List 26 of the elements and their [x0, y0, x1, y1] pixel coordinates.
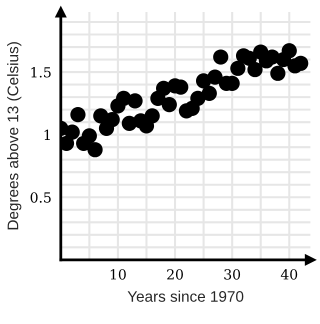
point	[213, 49, 228, 65]
x-tick-label: 40	[280, 269, 298, 280]
y-axis-title: Degrees above 13 (Celsius)	[7, 42, 22, 230]
x-tick-label: 10	[110, 269, 126, 280]
point	[162, 97, 177, 112]
y-tick-label: 1.5	[31, 67, 51, 78]
point	[293, 56, 308, 71]
point	[282, 43, 297, 58]
x-tick-label: 20	[167, 269, 183, 280]
x-axis-title: Years since 1970	[128, 290, 244, 302]
y-tick-label: 1	[44, 130, 50, 140]
y-tick-label: 0.5	[30, 192, 51, 203]
point	[64, 124, 80, 140]
point	[270, 66, 286, 81]
point	[104, 112, 120, 128]
x-tick-label: 30	[224, 269, 240, 280]
point	[60, 136, 74, 152]
point	[207, 69, 223, 85]
point	[82, 128, 97, 144]
point	[247, 62, 263, 78]
point	[70, 107, 86, 122]
point	[202, 86, 217, 101]
point	[144, 108, 160, 124]
point	[87, 142, 103, 158]
point	[230, 60, 246, 76]
point	[127, 93, 143, 108]
